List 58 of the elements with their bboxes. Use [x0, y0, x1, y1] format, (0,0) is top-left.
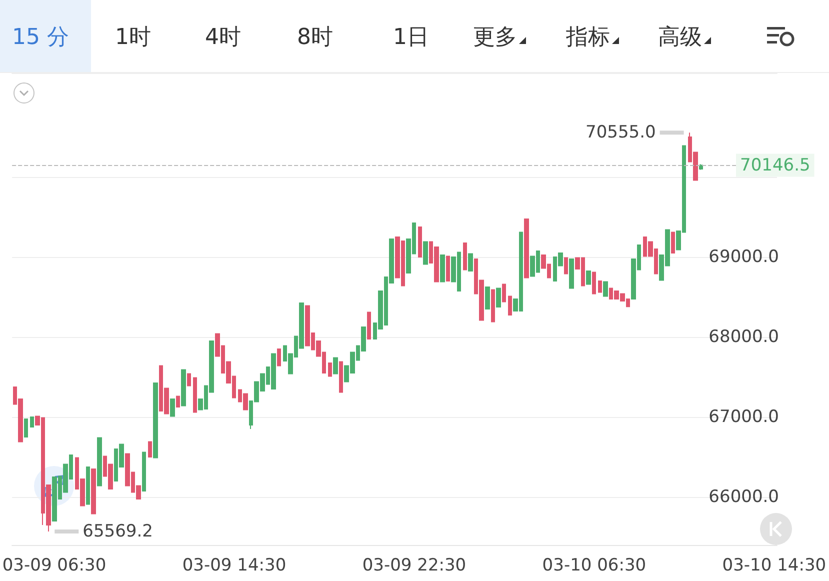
candlestick	[24, 418, 28, 438]
y-tick-label: 66000.0	[708, 487, 779, 507]
candlestick	[446, 256, 450, 282]
candlestick	[170, 398, 175, 417]
candlestick	[148, 441, 152, 458]
text: 高级	[658, 25, 702, 50]
candlestick	[91, 468, 96, 514]
text: 4时	[205, 25, 241, 50]
candlestick	[176, 396, 180, 408]
candlestick	[277, 348, 281, 366]
text: 更多	[473, 25, 517, 50]
candlestick	[339, 361, 343, 393]
x-tick-label: 03-10 06:30	[542, 556, 646, 576]
candlestick	[367, 312, 371, 340]
x-tick-label: 03-09 06:30	[2, 556, 106, 576]
candlestick	[524, 218, 529, 278]
candlestick	[569, 258, 574, 289]
candlestick	[418, 226, 422, 258]
candlestick	[142, 452, 146, 492]
x-tick-label: 03-09 14:30	[182, 556, 286, 576]
candlestick	[463, 242, 467, 270]
ref-line-label: 70146.5	[740, 155, 810, 176]
candlestick	[97, 437, 102, 486]
annotation: 70555.0	[586, 122, 656, 143]
candlestick	[468, 253, 473, 272]
text: 1时	[115, 25, 151, 50]
x-tick-label: 03-09 22:30	[362, 556, 466, 576]
candlestick	[193, 377, 197, 413]
candlestick	[328, 362, 332, 377]
candlestick	[586, 270, 591, 285]
y-tick-label: 67000.0	[708, 407, 779, 427]
candlestick	[86, 466, 90, 505]
candlestick	[491, 289, 495, 322]
candlestick	[496, 288, 501, 308]
candlestick	[603, 281, 608, 297]
candlestick	[30, 416, 34, 428]
candlestick	[592, 272, 596, 294]
text: 8时	[297, 25, 333, 50]
candlestick	[598, 280, 602, 293]
candlestick	[485, 286, 490, 310]
candlestick	[181, 369, 186, 406]
y-tick-label: 69000.0	[708, 247, 779, 267]
candlestick	[333, 357, 338, 374]
text: 15 分	[12, 25, 69, 50]
annotation: 65569.2	[82, 521, 153, 542]
candlestick	[502, 284, 506, 302]
y-tick-label: 68000.0	[708, 327, 779, 347]
text: 1日	[393, 25, 429, 50]
candlestick	[508, 296, 512, 316]
candlestick	[187, 373, 191, 386]
candlestick	[564, 257, 568, 274]
candlestick	[699, 164, 703, 170]
x-tick-label: 03-10 14:30	[722, 556, 826, 576]
text: 指标	[566, 25, 610, 50]
candlestick	[153, 382, 158, 458]
candlestick	[440, 254, 445, 282]
candlestick	[671, 232, 675, 254]
candlestick	[423, 241, 428, 265]
